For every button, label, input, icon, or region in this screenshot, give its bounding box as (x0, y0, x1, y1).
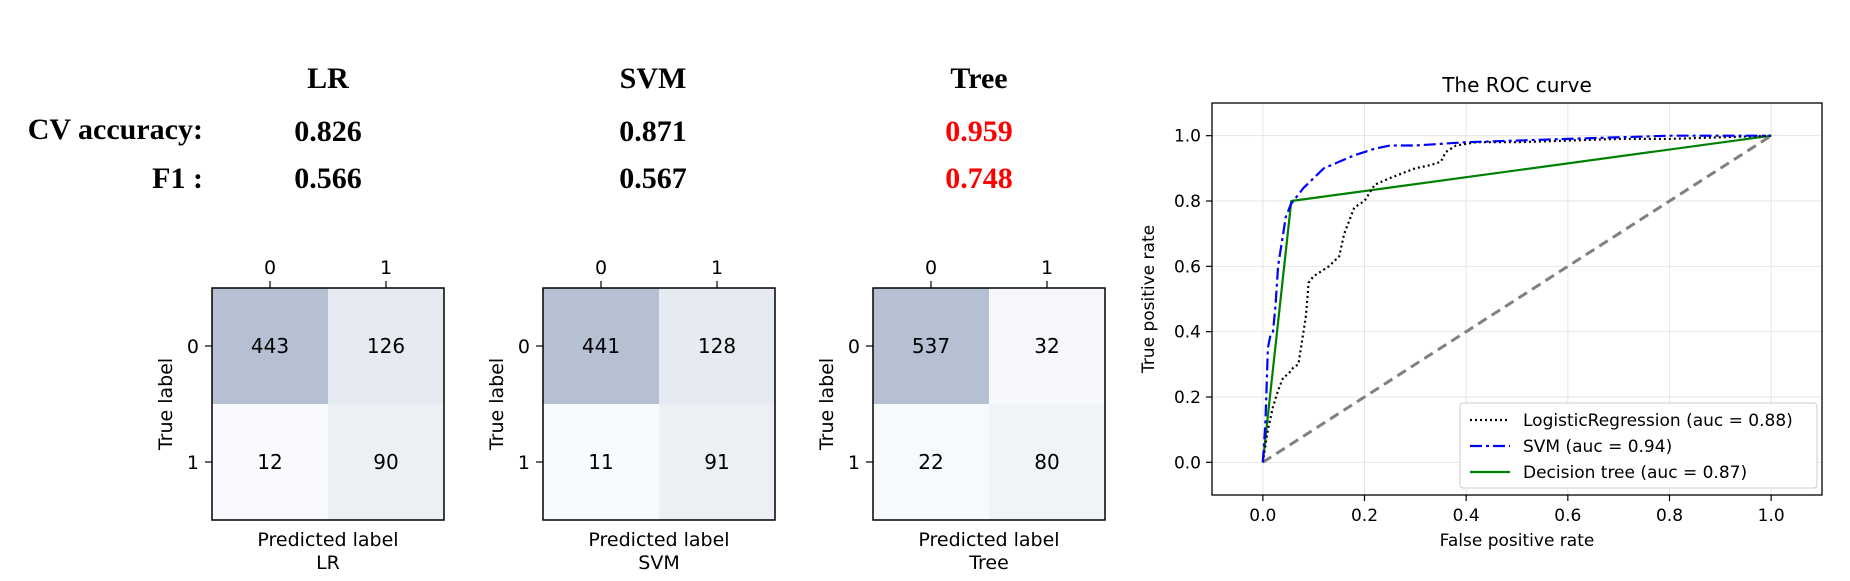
cm-y-tick-label: 0 (848, 336, 860, 358)
cm-y-tick-label: 0 (187, 336, 199, 358)
roc-x-tick-label: 0.8 (1656, 506, 1683, 526)
cm-y-tick-label: 0 (518, 336, 530, 358)
roc-frame (1211, 102, 1823, 496)
cv-accuracy-svm: 0.871 (619, 115, 687, 148)
confusion-matrix-svm: 441 128 11 91 0 1 0 1 True label Predicted labelS… (486, 257, 776, 574)
roc-legend (1459, 402, 1818, 489)
cm-cell-1-1 (989, 404, 1105, 520)
cv-accuracy-label: CV accuracy: (27, 113, 203, 146)
cm-title: SVM (638, 552, 679, 574)
roc-x-tick-label: 0.2 (1351, 506, 1378, 526)
f1-svm: 0.567 (619, 162, 687, 195)
roc-x-tick-label: 0.0 (1249, 506, 1276, 526)
roc-y-tick-label: 0.4 (1174, 323, 1201, 343)
cv-accuracy-tree: 0.959 (945, 115, 1013, 148)
cm-value-0-1: 128 (698, 334, 736, 358)
cm-value-0-0: 443 (251, 334, 289, 358)
roc-chance-line (1261, 134, 1773, 464)
roc-legend-label-2: Decision tree (auc = 0.87) (1523, 463, 1747, 483)
f1-label: F1 : (152, 162, 203, 195)
roc-y-tick-label: 0.0 (1174, 453, 1201, 473)
roc-y-tick-label: 1.0 (1174, 127, 1201, 147)
roc-legend-label-0: LogisticRegression (auc = 0.88) (1523, 411, 1793, 431)
cm-value-0-0: 441 (582, 334, 620, 358)
cm-frame (872, 287, 1106, 521)
roc-x-tick-label: 0.4 (1453, 506, 1480, 526)
roc-series-1 (1261, 134, 1772, 463)
cm-x-tick-label: 1 (711, 257, 723, 279)
confusion-matrix-tree: 537 32 22 80 0 1 0 1 True label Predicted labelTr… (816, 257, 1106, 574)
cm-ylabel: True label (155, 358, 177, 451)
cm-cell-0-0 (873, 288, 989, 404)
cm-cell-0-0 (212, 288, 328, 404)
roc-series-2 (1261, 134, 1772, 463)
cm-cell-1-0 (543, 404, 659, 520)
roc-y-tick-label: 0.6 (1174, 257, 1201, 277)
roc-ylabel: True positive rate (1139, 225, 1159, 374)
cm-cell-0-1 (989, 288, 1105, 404)
cm-y-tick-label: 1 (518, 452, 530, 474)
cm-cell-1-1 (659, 404, 775, 520)
cm-frame (542, 287, 776, 521)
cm-cell-0-1 (659, 288, 775, 404)
cm-cell-1-0 (873, 404, 989, 520)
cv-accuracy-lr: 0.826 (294, 115, 362, 148)
roc-title: The ROC curve (1441, 73, 1592, 97)
cm-frame (211, 287, 445, 521)
cm-xlabel: Predicted label (257, 529, 398, 551)
f1-tree: 0.748 (945, 162, 1013, 195)
cm-value-1-1: 80 (1034, 450, 1059, 474)
roc-x-tick-label: 0.6 (1554, 506, 1581, 526)
cm-ylabel: True label (816, 358, 838, 451)
model-header-tree: Tree (950, 62, 1008, 95)
confusion-matrix-lr: 443 126 12 90 0 1 0 1 True label Predicted labelL… (155, 257, 445, 574)
cm-value-1-0: 11 (588, 450, 613, 474)
cm-xlabel: Predicted label (588, 529, 729, 551)
roc-legend-label-1: SVM (auc = 0.94) (1523, 437, 1672, 457)
model-header-svm: SVM (619, 62, 687, 95)
cm-x-tick-label: 0 (925, 257, 937, 279)
cm-value-0-0: 537 (912, 334, 950, 358)
cm-cell-1-1 (328, 404, 444, 520)
cm-value-1-0: 22 (918, 450, 943, 474)
roc-y-tick-label: 0.2 (1174, 388, 1201, 408)
model-header-lr: LR (307, 62, 349, 95)
cm-y-tick-label: 1 (848, 452, 860, 474)
roc-series-0 (1261, 134, 1772, 463)
cm-x-tick-label: 0 (264, 257, 276, 279)
cm-x-tick-label: 1 (1041, 257, 1053, 279)
cm-cell-0-0 (543, 288, 659, 404)
cm-y-tick-label: 1 (187, 452, 199, 474)
cm-x-tick-label: 1 (380, 257, 392, 279)
cm-value-1-0: 12 (257, 450, 282, 474)
cm-value-1-1: 90 (373, 450, 398, 474)
cm-title: LR (316, 552, 340, 574)
cm-xlabel: Predicted label (918, 529, 1059, 551)
cm-value-0-1: 126 (367, 334, 405, 358)
cm-value-1-1: 91 (704, 450, 729, 474)
f1-lr: 0.566 (294, 162, 362, 195)
cm-cell-0-1 (328, 288, 444, 404)
cm-ylabel: True label (486, 358, 508, 451)
cm-value-0-1: 32 (1034, 334, 1059, 358)
roc-xlabel: False positive rate (1440, 531, 1595, 551)
roc-y-tick-label: 0.8 (1174, 192, 1201, 212)
cm-x-tick-label: 0 (595, 257, 607, 279)
cm-cell-1-0 (212, 404, 328, 520)
roc-x-tick-label: 1.0 (1758, 506, 1785, 526)
cm-title: Tree (968, 552, 1009, 574)
